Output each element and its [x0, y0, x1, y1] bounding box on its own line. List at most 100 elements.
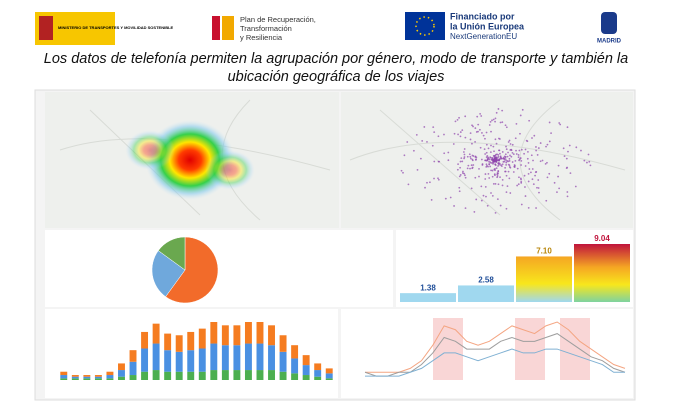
map-dot [494, 163, 497, 166]
map-dot [523, 152, 525, 155]
stacked-bar [325, 378, 333, 380]
map-dot [461, 129, 464, 132]
stacked-bar [221, 370, 229, 380]
map-dot [505, 207, 508, 210]
stacked-bar [60, 371, 68, 376]
map-dot [494, 156, 497, 159]
stacked-bar [164, 333, 172, 351]
map-dot [473, 211, 476, 213]
stacked-bar [302, 365, 310, 376]
map-dot [447, 151, 450, 154]
map-dot [518, 159, 520, 162]
stacked-bar [198, 371, 206, 380]
pie-slice [165, 236, 219, 304]
stacked-bar [291, 358, 299, 374]
map-dot [485, 195, 487, 198]
map-dot [527, 172, 530, 175]
map-dot [482, 194, 485, 197]
map-dot [459, 174, 462, 176]
map-dot [494, 211, 497, 214]
map-dot [511, 143, 514, 146]
map-dot [474, 159, 477, 161]
map-dot [490, 169, 492, 172]
map-dot [472, 125, 474, 128]
map-dot [491, 161, 494, 164]
map-dot [505, 174, 508, 177]
map-dot [468, 153, 471, 156]
map-dot [508, 160, 511, 162]
map-dot [523, 174, 526, 177]
stacked-bar [164, 350, 172, 372]
map-dot [539, 142, 542, 144]
map-dot [498, 163, 500, 166]
map-dot [464, 136, 467, 139]
map-dot [498, 149, 500, 152]
map-dot [471, 142, 473, 145]
stacked-bar [118, 376, 125, 380]
ministry-name: MINISTERIO DE TRANSPORTES Y MOVILIDAD SO… [58, 25, 174, 30]
stacked-bar [221, 345, 229, 371]
map-dot [537, 187, 540, 189]
map-dot [494, 154, 497, 157]
map-dot [514, 159, 517, 162]
map-dot [504, 153, 507, 156]
map-dot [553, 181, 556, 184]
map-dot [491, 119, 493, 122]
map-dot [493, 150, 495, 153]
scatter-dots [400, 108, 592, 214]
map-dot [426, 181, 428, 184]
map-dot [424, 186, 426, 189]
map-dot [423, 126, 426, 128]
pie-slice [157, 236, 186, 271]
map-dot [515, 153, 518, 155]
stacked-bar [268, 345, 275, 371]
map-dot [454, 120, 457, 123]
map-dot [447, 159, 450, 162]
map-dot [458, 190, 461, 193]
map-dot [519, 132, 521, 135]
stacked-bar [210, 370, 218, 380]
map-dot [489, 165, 492, 168]
map-dot [563, 155, 566, 158]
map-dot [510, 148, 513, 151]
highlight-band [433, 318, 463, 380]
stacked-bar [118, 363, 125, 371]
slide-title: ubicación geográfica de los viajes [228, 69, 445, 85]
map-dot [469, 155, 472, 158]
map-dot [495, 167, 498, 170]
map-dot [519, 114, 522, 117]
bar [400, 293, 456, 302]
map-dot [484, 178, 487, 180]
bar-label: 1.38 [420, 283, 436, 292]
map-dot [453, 132, 456, 135]
map-dot [421, 140, 424, 142]
map-dot [527, 206, 530, 209]
map-dot [476, 115, 479, 118]
map-dot [511, 161, 514, 163]
stacked-bar [198, 348, 206, 372]
map-dot [574, 185, 577, 188]
map-dot [433, 177, 435, 180]
map-dot [548, 121, 551, 124]
map-dot [487, 147, 490, 150]
map-dot [509, 192, 512, 194]
map-dot [488, 160, 490, 163]
stacked-bar [152, 323, 160, 344]
stacked-bar [152, 343, 160, 371]
map-dot [487, 156, 490, 159]
line [364, 333, 626, 377]
map-dot [504, 155, 507, 158]
map-dot [486, 154, 489, 157]
map-dot [503, 160, 506, 163]
bar [516, 256, 572, 302]
map-dot [518, 176, 520, 179]
map-dot [472, 164, 475, 166]
map-dot [507, 160, 510, 163]
stacked-bar [83, 378, 91, 380]
stacked-bar [279, 335, 287, 352]
map-dot [456, 168, 459, 171]
map-dot [486, 204, 489, 207]
map-dot [470, 187, 473, 190]
